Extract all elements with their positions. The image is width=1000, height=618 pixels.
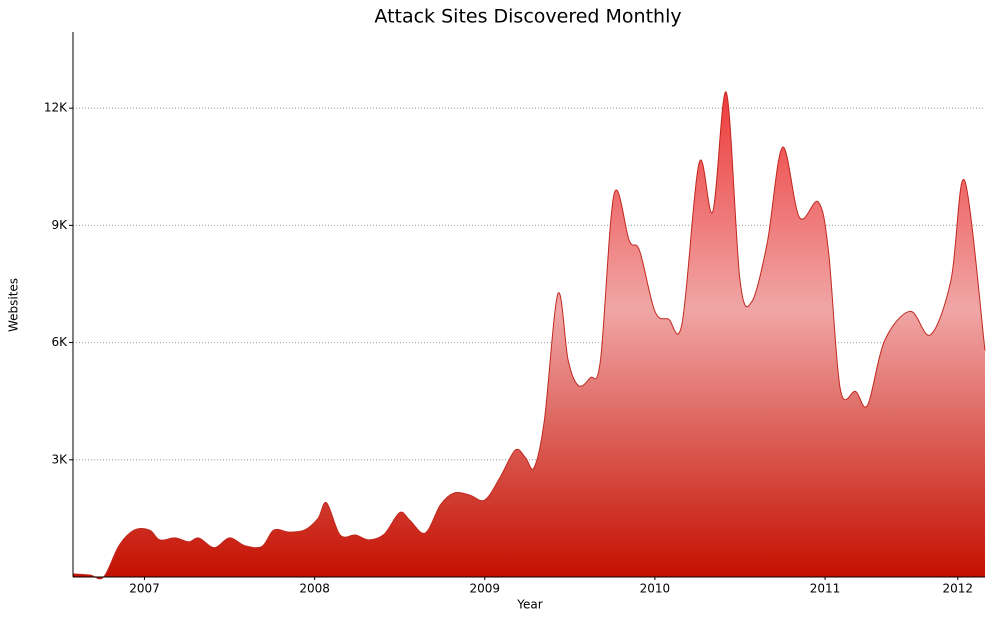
chart-title: Attack Sites Discovered Monthly (374, 6, 681, 28)
line (72, 91, 986, 580)
y-tick-label: 9K (51, 218, 68, 232)
x-tick-label: 2012 (943, 582, 974, 596)
x-tick-label: 2010 (640, 582, 671, 596)
x-tick-label: 2007 (129, 582, 160, 596)
x-tick-label: 2011 (810, 582, 841, 596)
x-tick-label: 2009 (469, 582, 500, 596)
y-axis-label: Websites (7, 278, 21, 332)
area (73, 91, 985, 579)
y-tick-label: 3K (51, 452, 68, 466)
x-tick-label: 2008 (299, 582, 330, 596)
y-tick-label: 12K (44, 101, 68, 115)
y-tick-label: 6K (51, 335, 68, 349)
x-axis-label: Year (516, 598, 542, 612)
